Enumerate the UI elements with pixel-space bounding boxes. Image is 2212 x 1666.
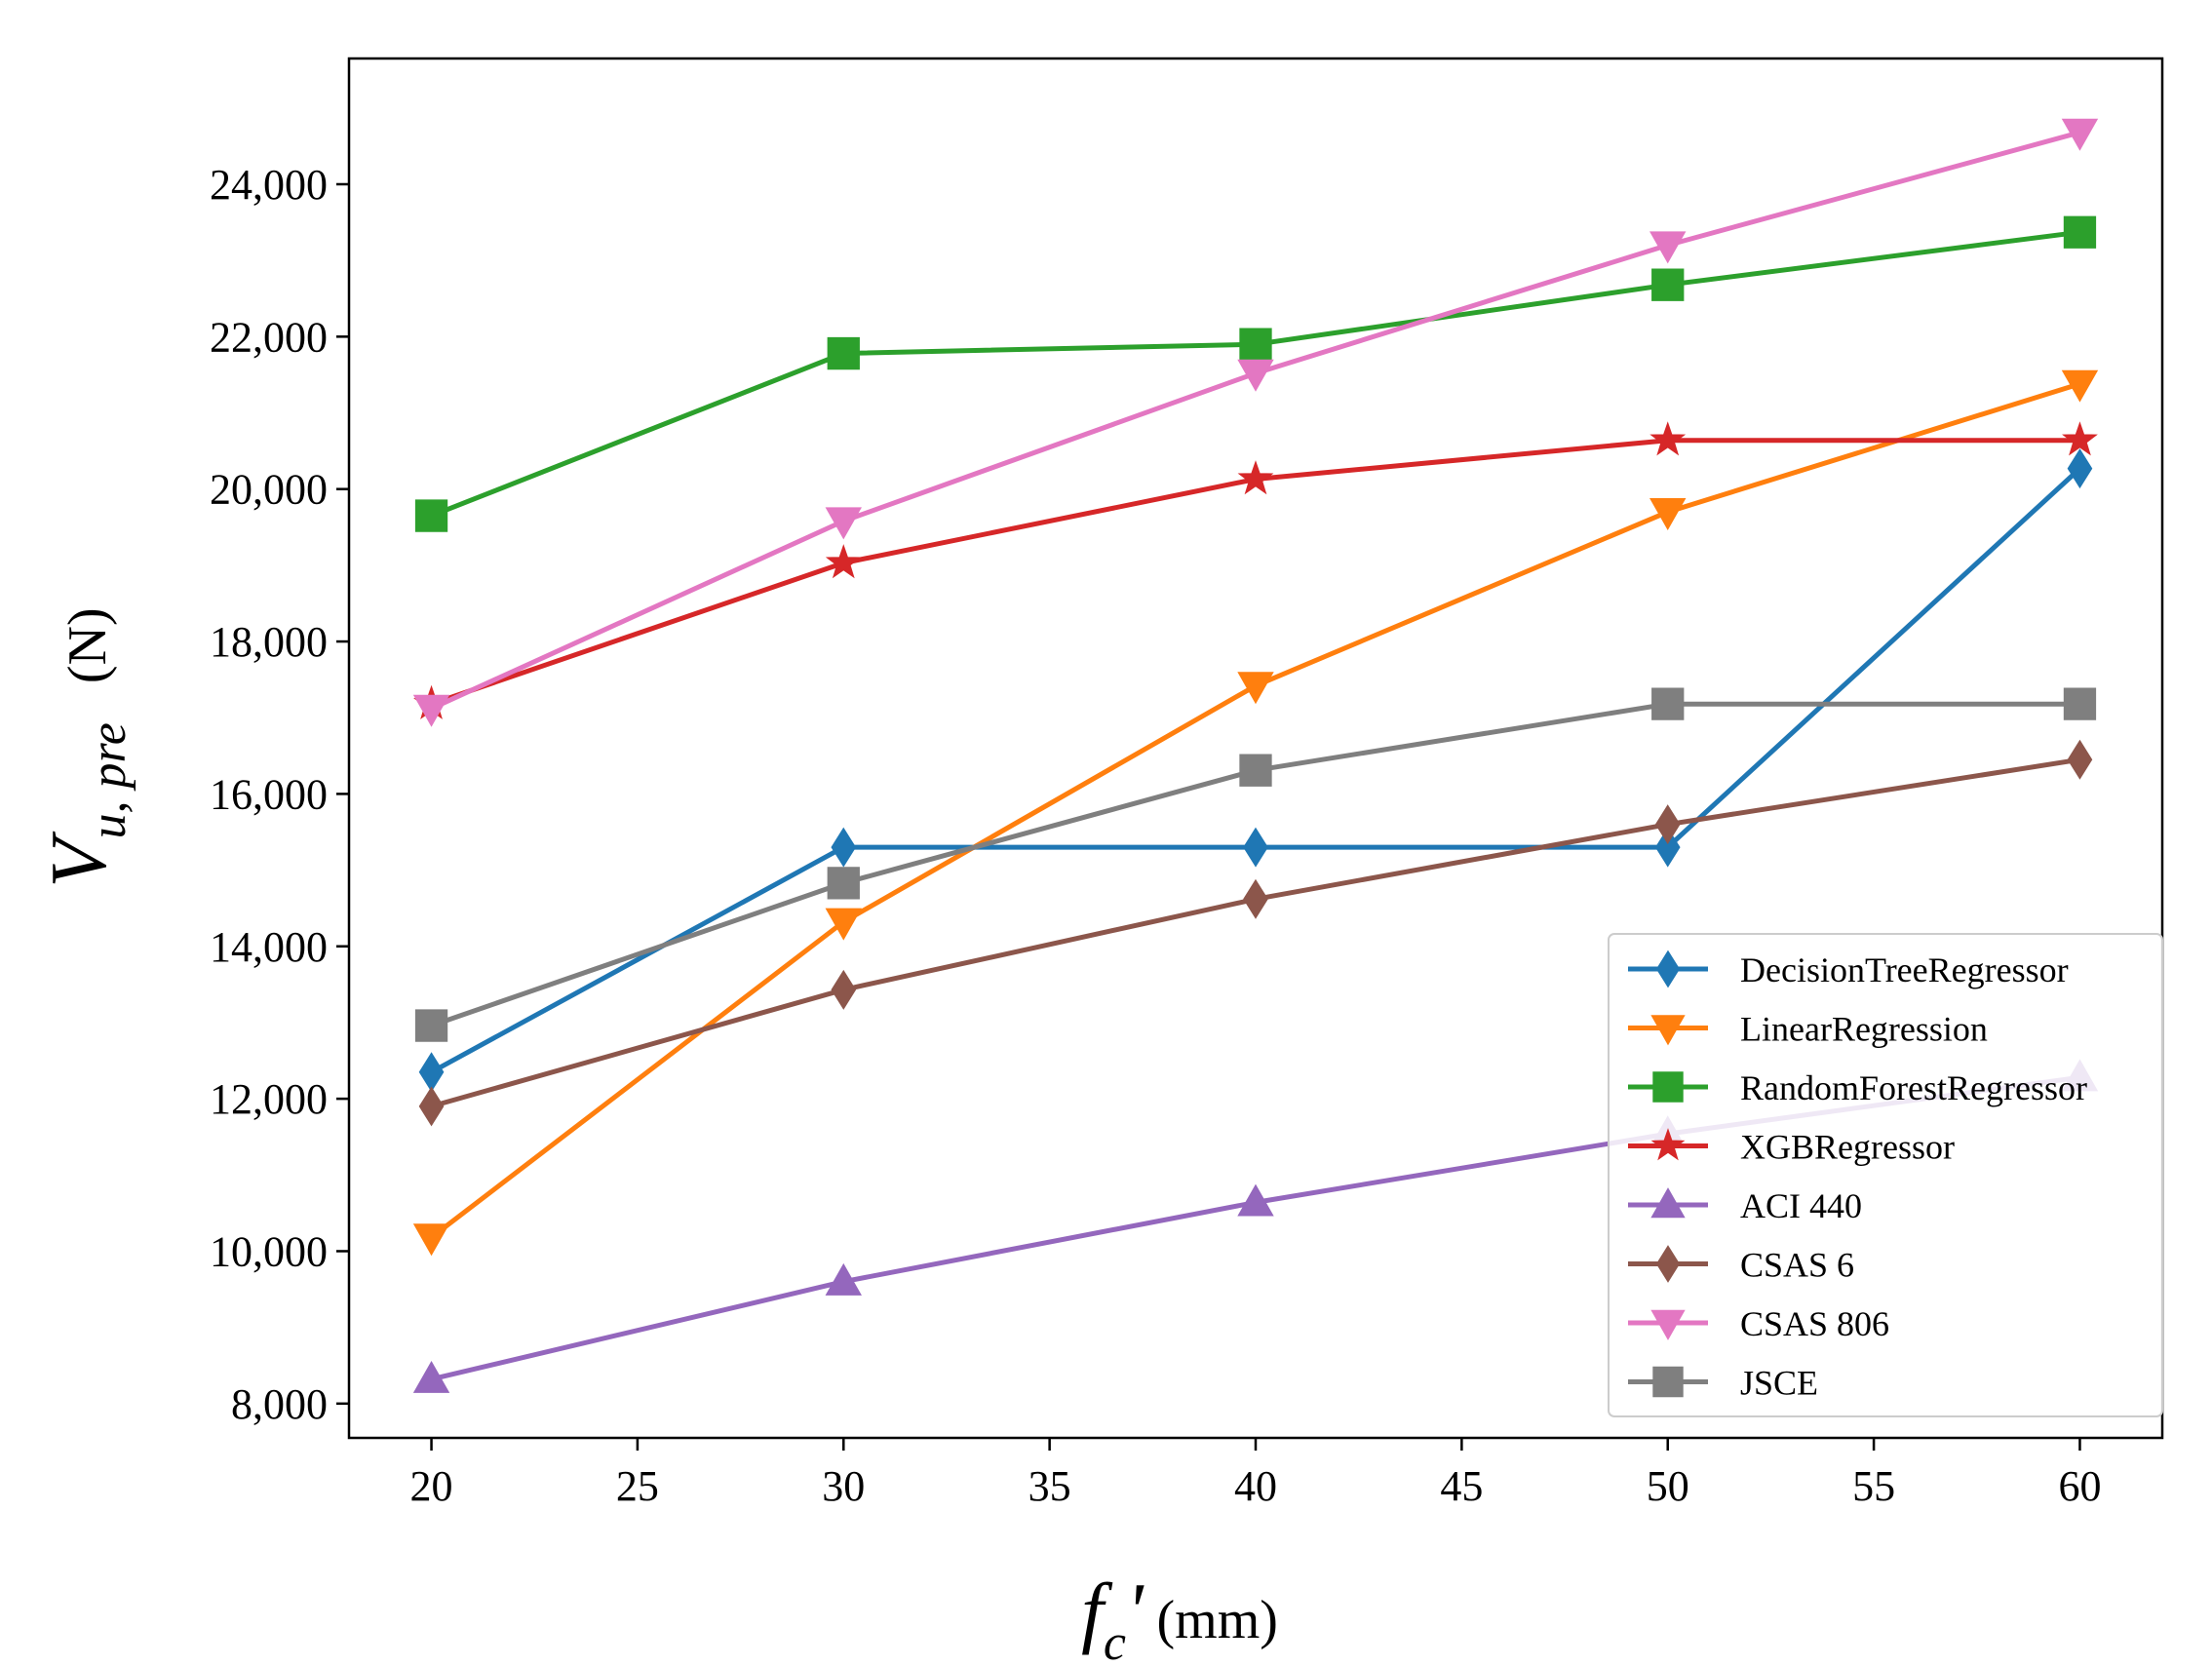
data-point bbox=[2061, 369, 2099, 403]
svg-text:Vu, pre(N): Vu, pre (N) bbox=[34, 607, 136, 887]
data-point bbox=[825, 908, 862, 941]
data-point bbox=[412, 1360, 450, 1393]
data-point bbox=[1237, 672, 1274, 705]
x-tick-label: 35 bbox=[1028, 1462, 1071, 1510]
data-point bbox=[1237, 1183, 1274, 1217]
legend-marker bbox=[1652, 1366, 1684, 1398]
legend-item: CSAS 6 bbox=[1628, 1245, 1854, 1285]
data-point bbox=[2062, 421, 2098, 456]
x-tick-label: 55 bbox=[1852, 1462, 1895, 1510]
data-point bbox=[825, 1262, 862, 1296]
legend-label: CSAS 6 bbox=[1740, 1246, 1854, 1285]
legend-marker bbox=[1650, 1309, 1686, 1340]
data-point bbox=[1237, 359, 1274, 392]
data-point bbox=[2067, 739, 2093, 780]
legend-marker bbox=[1650, 1187, 1686, 1219]
x-tick-label: 50 bbox=[1647, 1462, 1689, 1510]
legend-label: ACI 440 bbox=[1740, 1186, 1862, 1225]
legend-marker bbox=[1650, 1128, 1686, 1161]
data-point bbox=[414, 1009, 448, 1042]
data-point bbox=[825, 507, 862, 540]
legend-label: CSAS 806 bbox=[1740, 1304, 1889, 1343]
data-point bbox=[418, 1086, 445, 1127]
x-axis-ticks: 20 25 30 35 40 45 50 55 60 bbox=[410, 1438, 2101, 1510]
data-point bbox=[1654, 804, 1681, 845]
legend-marker bbox=[1652, 1071, 1684, 1103]
y-tick-label: 24,000 bbox=[210, 161, 328, 209]
y-tick-label: 8,000 bbox=[231, 1380, 328, 1428]
legend-item: CSAS 806 bbox=[1628, 1304, 1889, 1343]
series-csas-6 bbox=[418, 739, 2093, 1127]
data-point bbox=[831, 827, 857, 868]
series-csas-806 bbox=[412, 118, 2099, 727]
legend-box bbox=[1608, 933, 2163, 1417]
y-tick-label: 14,000 bbox=[210, 923, 328, 971]
y-tick-label: 18,000 bbox=[210, 618, 328, 666]
data-point bbox=[827, 336, 860, 370]
y-axis-unit: (N) bbox=[58, 607, 118, 683]
data-point bbox=[1649, 498, 1687, 531]
data-point bbox=[1651, 268, 1685, 301]
data-point bbox=[1651, 687, 1685, 720]
data-point bbox=[2067, 448, 2093, 489]
data-point bbox=[412, 694, 450, 727]
legend-entries: DecisionTreeRegressor LinearRegression Ran… bbox=[1628, 949, 2087, 1403]
y-tick-label: 20,000 bbox=[210, 466, 328, 514]
data-point bbox=[1654, 827, 1681, 868]
data-point bbox=[2061, 118, 2099, 151]
y-tick-label: 16,000 bbox=[210, 770, 328, 818]
x-axis-unit: (mm) bbox=[1157, 1590, 1278, 1650]
x-axis-label: fc' (mm) bbox=[1081, 1567, 1278, 1666]
data-point bbox=[1239, 328, 1272, 361]
legend-label: RandomForestRegressor bbox=[1740, 1068, 2087, 1107]
y-tick-label: 10,000 bbox=[210, 1227, 328, 1275]
legend-marker bbox=[1655, 949, 1681, 988]
data-point bbox=[1649, 421, 1687, 456]
legend-item: JSCE bbox=[1628, 1364, 1818, 1403]
x-axis-prime: ' bbox=[1126, 1567, 1145, 1655]
data-point bbox=[831, 969, 857, 1010]
legend-label: XGBRegressor bbox=[1740, 1128, 1955, 1167]
legend-label: LinearRegression bbox=[1740, 1010, 1988, 1049]
data-point bbox=[1243, 827, 1268, 868]
legend-item: RandomForestRegressor bbox=[1628, 1068, 2087, 1107]
legend-item: LinearRegression bbox=[1628, 1010, 1988, 1049]
x-axis-sub: c bbox=[1104, 1615, 1126, 1666]
series-decisiontreeregressor bbox=[418, 448, 2093, 1093]
data-point bbox=[412, 1223, 450, 1257]
x-tick-label: 40 bbox=[1234, 1462, 1277, 1510]
x-tick-label: 45 bbox=[1440, 1462, 1483, 1510]
x-tick-label: 25 bbox=[616, 1462, 659, 1510]
legend: DecisionTreeRegressor LinearRegression Ran… bbox=[1608, 933, 2163, 1417]
series-jsce bbox=[414, 687, 2097, 1042]
y-tick-label: 12,000 bbox=[210, 1075, 328, 1123]
data-point bbox=[1243, 878, 1268, 919]
legend-item: ACI 440 bbox=[1628, 1186, 1862, 1225]
data-point bbox=[1649, 231, 1687, 264]
y-axis-sub: u, pre bbox=[81, 722, 136, 838]
legend-marker bbox=[1655, 1245, 1681, 1283]
plot-frame bbox=[347, 57, 2164, 1440]
x-tick-label: 20 bbox=[410, 1462, 453, 1510]
data-point bbox=[1237, 460, 1274, 495]
y-axis-var: V bbox=[34, 832, 123, 888]
legend-label: DecisionTreeRegressor bbox=[1740, 950, 2069, 989]
legend-item: XGBRegressor bbox=[1628, 1128, 1955, 1167]
y-axis-ticks: 8,000 10,000 12,000 14,000 16,000 18,000 20,00… bbox=[210, 161, 349, 1428]
x-tick-label: 30 bbox=[822, 1462, 865, 1510]
y-tick-label: 22,000 bbox=[210, 313, 328, 361]
data-point bbox=[827, 867, 860, 900]
legend-label: JSCE bbox=[1740, 1364, 1818, 1403]
x-tick-label: 60 bbox=[2058, 1462, 2101, 1510]
data-point bbox=[414, 499, 448, 532]
series-randomforestregressor bbox=[414, 215, 2097, 532]
legend-marker bbox=[1650, 1015, 1686, 1046]
data-point bbox=[2063, 687, 2097, 720]
y-axis-label: Vu, pre (N) bbox=[34, 607, 136, 887]
data-point bbox=[825, 544, 862, 579]
legend-item: DecisionTreeRegressor bbox=[1628, 949, 2069, 989]
data-point bbox=[2063, 215, 2097, 249]
data-point bbox=[1239, 754, 1272, 787]
